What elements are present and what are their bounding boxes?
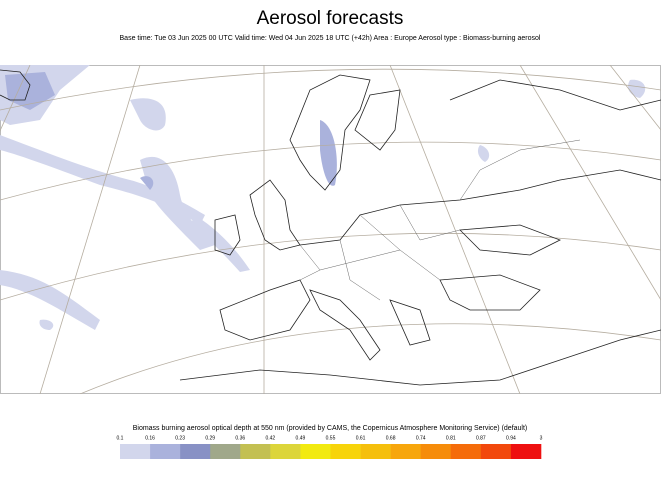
colorbar-tick-label: 0.23	[175, 435, 185, 441]
map	[0, 65, 661, 394]
colorbar-tick-label: 0.74	[416, 435, 426, 441]
colorbar-tick-label: 0.1	[117, 435, 124, 441]
colorbar-tick-label: 0.55	[326, 435, 336, 441]
map-frame	[0, 65, 661, 394]
colorbar-bin	[360, 444, 391, 459]
legend-title: Biomass burning aerosol optical depth at…	[133, 425, 528, 432]
colorbar-tick-label: 0.49	[296, 435, 306, 441]
colorbar-tick-label: 0.61	[356, 435, 366, 441]
colorbar-tick-label: 0.87	[476, 435, 486, 441]
colorbar-bin	[420, 444, 452, 459]
colorbar-bin	[300, 444, 331, 459]
borders	[299, 139, 581, 301]
colorbar-bin	[390, 444, 422, 459]
subtitle: Base time: Tue 03 Jun 2025 00 UTC Valid …	[120, 35, 541, 42]
colorbar-tick-label: 0.29	[205, 435, 215, 441]
colorbar-tick-label: 0.68	[386, 435, 396, 441]
colorbar-bin	[180, 444, 211, 459]
title: Aerosol forecasts	[257, 8, 404, 29]
colorbar-bin	[210, 444, 241, 459]
colorbar-bin	[480, 444, 512, 459]
colorbar-tick-label: 0.16	[145, 435, 155, 441]
colorbar: 0.1 0.16 0.23 0.29 0.36 0.42 0.49 0.55 0.61 0.68 0…	[117, 435, 543, 459]
graticule	[0, 65, 661, 394]
colorbar-bin	[270, 444, 301, 459]
colorbar-bin	[120, 444, 151, 459]
colorbar-bin	[510, 444, 542, 459]
colorbar-tick-label: 0.94	[506, 435, 516, 441]
colorbar-bin	[450, 444, 482, 459]
colorbar-bin	[240, 444, 271, 459]
colorbar-tick-label: 0.81	[446, 435, 456, 441]
colorbar-tick-label: 0.36	[235, 435, 245, 441]
colorbar-bin	[150, 444, 181, 459]
colorbar-tick-label: 0.42	[265, 435, 275, 441]
colorbar-bin	[330, 444, 361, 459]
colorbar-tick-label: 3	[540, 435, 543, 441]
